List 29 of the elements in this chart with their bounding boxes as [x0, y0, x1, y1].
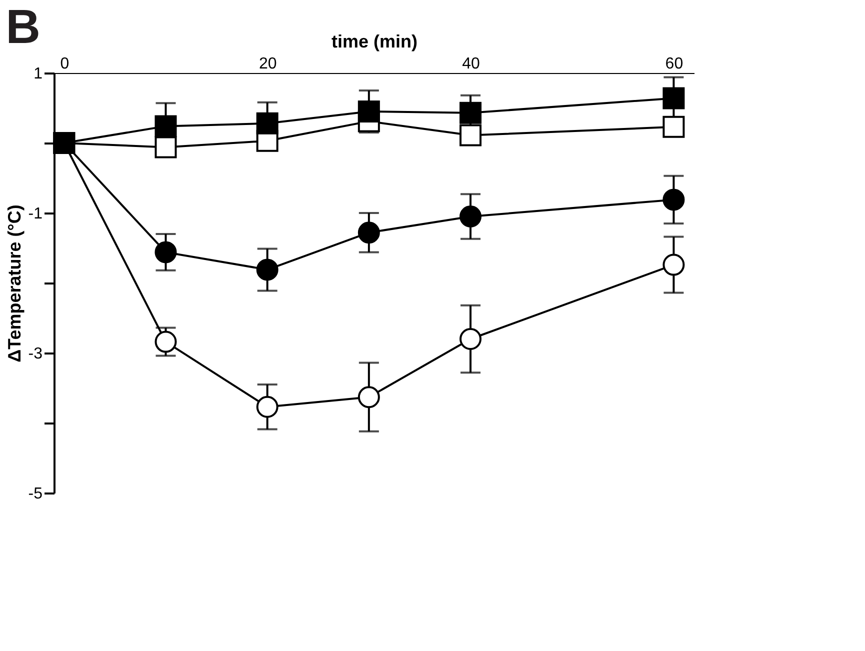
x-tick-label: 40	[462, 56, 480, 72]
y-axis-title: ΔTemperature (°C)	[4, 204, 24, 362]
point	[662, 116, 685, 138]
point	[154, 136, 177, 158]
point	[256, 112, 278, 134]
chart-title: B	[6, 1, 40, 54]
point	[358, 222, 380, 244]
x-tick-label: 0	[60, 56, 70, 72]
point	[460, 328, 482, 350]
point	[154, 115, 177, 138]
x-axis-title: time (min)	[331, 32, 418, 52]
point	[358, 386, 380, 408]
y-tick-label: -1	[28, 206, 43, 222]
point	[154, 241, 177, 264]
point	[256, 396, 278, 418]
point	[662, 87, 685, 110]
point	[358, 100, 380, 122]
point	[460, 124, 482, 146]
point	[256, 258, 278, 281]
y-tick-label: 1	[34, 66, 43, 82]
x-tick-label: 60	[665, 56, 684, 72]
y-tick-label: -3	[28, 346, 43, 362]
point	[460, 102, 482, 124]
point	[460, 206, 482, 228]
point	[154, 330, 177, 353]
point	[662, 254, 685, 276]
y-tick-label: -5	[28, 486, 43, 502]
point	[662, 188, 685, 211]
x-tick-label: 20	[258, 56, 277, 72]
